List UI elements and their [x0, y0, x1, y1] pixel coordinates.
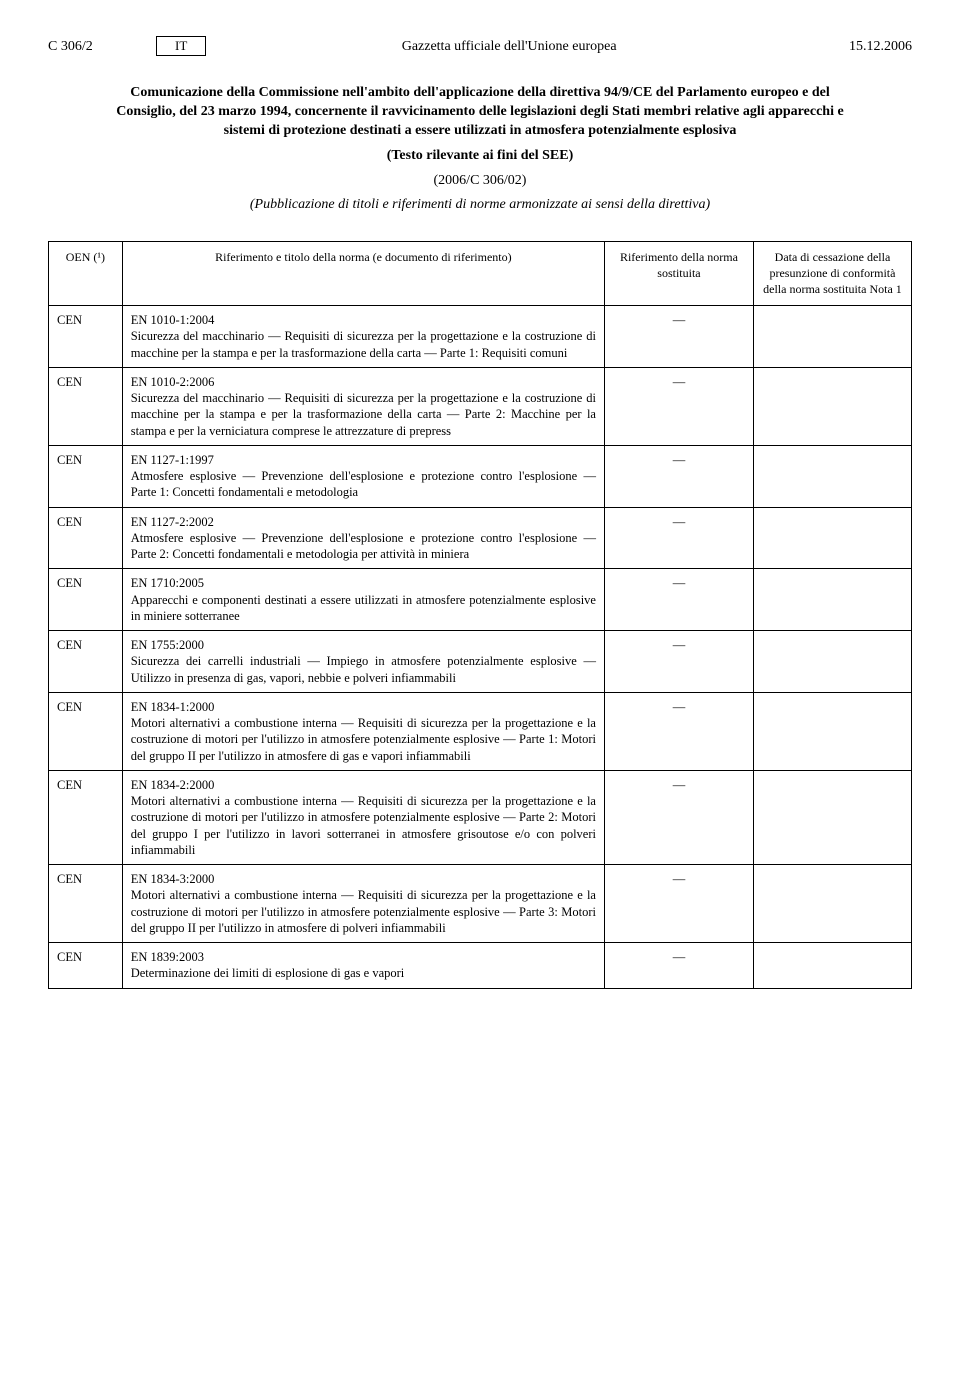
table-row: CENEN 1010-2:2006Sicurezza del macchinar…	[49, 367, 912, 445]
table-header-row: OEN (¹) Riferimento e titolo della norma…	[49, 242, 912, 306]
cell-oen: CEN	[49, 631, 123, 693]
norm-desc: Determinazione dei limiti di esplosione …	[131, 965, 596, 981]
cell-oen: CEN	[49, 306, 123, 368]
table-row: CENEN 1127-1:1997Atmosfere esplosive — P…	[49, 445, 912, 507]
header-date: 15.12.2006	[812, 39, 912, 55]
norm-code: EN 1010-1:2004	[131, 312, 596, 328]
cell-sub: —	[604, 569, 753, 631]
table-row: CENEN 1834-1:2000Motori alternativi a co…	[49, 692, 912, 770]
norm-code: EN 1839:2003	[131, 949, 596, 965]
cell-sub: —	[604, 770, 753, 864]
cell-ref: EN 1710:2005Apparecchi e componenti dest…	[122, 569, 604, 631]
cell-date	[753, 770, 911, 864]
cell-oen: CEN	[49, 367, 123, 445]
cell-ref: EN 1834-1:2000Motori alternativi a combu…	[122, 692, 604, 770]
subtitle: (Pubblicazione di titoli e riferimenti d…	[100, 196, 860, 215]
page-header: C 306/2 IT Gazzetta ufficiale dell'Union…	[48, 36, 912, 56]
cell-ref: EN 1010-2:2006Sicurezza del macchinario …	[122, 367, 604, 445]
cell-oen: CEN	[49, 507, 123, 569]
table-row: CENEN 1710:2005Apparecchi e componenti d…	[49, 569, 912, 631]
cell-ref: EN 1834-2:2000Motori alternativi a combu…	[122, 770, 604, 864]
norm-desc: Sicurezza del macchinario — Requisiti di…	[131, 328, 596, 361]
col-header-oen: OEN (¹)	[49, 242, 123, 306]
cell-oen: CEN	[49, 865, 123, 943]
cell-oen: CEN	[49, 692, 123, 770]
cell-sub: —	[604, 692, 753, 770]
cell-ref: EN 1839:2003Determinazione dei limiti di…	[122, 943, 604, 989]
norm-desc: Sicurezza dei carrelli industriali — Imp…	[131, 653, 596, 686]
cell-date	[753, 367, 911, 445]
cell-date	[753, 943, 911, 989]
cell-sub: —	[604, 367, 753, 445]
norm-desc: Atmosfere esplosive — Prevenzione dell'e…	[131, 468, 596, 501]
cell-oen: CEN	[49, 943, 123, 989]
col-header-sub: Riferimento della norma sostituita	[604, 242, 753, 306]
cell-date	[753, 865, 911, 943]
norm-code: EN 1127-2:2002	[131, 514, 596, 530]
cell-date	[753, 445, 911, 507]
cell-date	[753, 306, 911, 368]
norm-code: EN 1755:2000	[131, 637, 596, 653]
page-ref: C 306/2	[48, 39, 148, 55]
norm-code: EN 1710:2005	[131, 575, 596, 591]
cell-date	[753, 569, 911, 631]
cell-ref: EN 1834-3:2000Motori alternativi a combu…	[122, 865, 604, 943]
cell-sub: —	[604, 306, 753, 368]
document-page: C 306/2 IT Gazzetta ufficiale dell'Union…	[0, 0, 960, 1025]
cell-sub: —	[604, 445, 753, 507]
cell-sub: —	[604, 943, 753, 989]
table-row: CENEN 1839:2003Determinazione dei limiti…	[49, 943, 912, 989]
cell-oen: CEN	[49, 445, 123, 507]
cell-ref: EN 1127-1:1997Atmosfere esplosive — Prev…	[122, 445, 604, 507]
cell-date	[753, 692, 911, 770]
standards-table: OEN (¹) Riferimento e titolo della norma…	[48, 241, 912, 988]
table-row: CENEN 1755:2000Sicurezza dei carrelli in…	[49, 631, 912, 693]
cell-sub: —	[604, 507, 753, 569]
norm-code: EN 1127-1:1997	[131, 452, 596, 468]
norm-desc: Motori alternativi a combustione interna…	[131, 715, 596, 764]
norm-code: EN 1834-3:2000	[131, 871, 596, 887]
table-row: CENEN 1834-2:2000Motori alternativi a co…	[49, 770, 912, 864]
norm-desc: Sicurezza del macchinario — Requisiti di…	[131, 390, 596, 439]
cell-ref: EN 1010-1:2004Sicurezza del macchinario …	[122, 306, 604, 368]
cell-oen: CEN	[49, 770, 123, 864]
cell-oen: CEN	[49, 569, 123, 631]
cell-sub: —	[604, 631, 753, 693]
norm-desc: Motori alternativi a combustione interna…	[131, 887, 596, 936]
title-block: Comunicazione della Commissione nell'amb…	[100, 84, 860, 215]
norm-desc: Atmosfere esplosive — Prevenzione dell'e…	[131, 530, 596, 563]
norm-desc: Motori alternativi a combustione interna…	[131, 793, 596, 858]
cell-ref: EN 1127-2:2002Atmosfere esplosive — Prev…	[122, 507, 604, 569]
communication-title: Comunicazione della Commissione nell'amb…	[100, 84, 860, 141]
norm-desc: Apparecchi e componenti destinati a esse…	[131, 592, 596, 625]
doc-number: (2006/C 306/02)	[100, 172, 860, 191]
cell-date	[753, 631, 911, 693]
cell-date	[753, 507, 911, 569]
norm-code: EN 1834-1:2000	[131, 699, 596, 715]
cell-sub: —	[604, 865, 753, 943]
lang-badge: IT	[156, 36, 206, 56]
cell-ref: EN 1755:2000Sicurezza dei carrelli indus…	[122, 631, 604, 693]
norm-code: EN 1834-2:2000	[131, 777, 596, 793]
table-row: CENEN 1010-1:2004Sicurezza del macchinar…	[49, 306, 912, 368]
norm-code: EN 1010-2:2006	[131, 374, 596, 390]
see-note: (Testo rilevante ai fini del SEE)	[100, 147, 860, 166]
col-header-date: Data di cessazione della presunzione di …	[753, 242, 911, 306]
table-row: CENEN 1834-3:2000Motori alternativi a co…	[49, 865, 912, 943]
col-header-ref: Riferimento e titolo della norma (e docu…	[122, 242, 604, 306]
journal-title: Gazzetta ufficiale dell'Unione europea	[206, 39, 812, 55]
table-row: CENEN 1127-2:2002Atmosfere esplosive — P…	[49, 507, 912, 569]
